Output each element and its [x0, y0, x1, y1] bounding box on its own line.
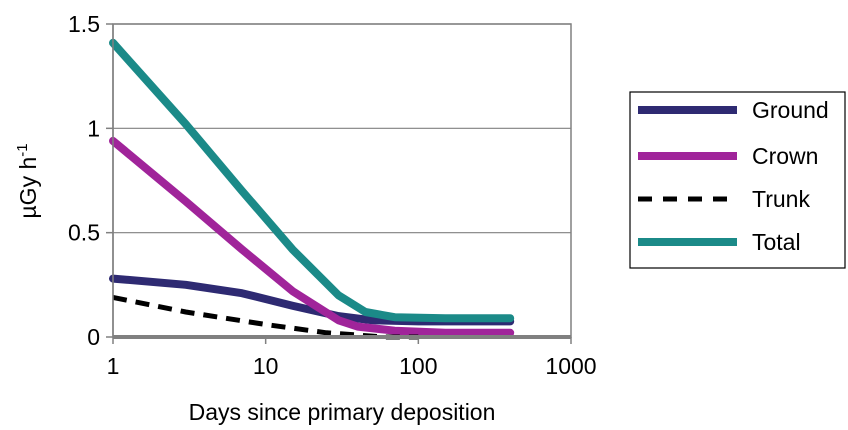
- y-axis-title-main: µGy h: [15, 157, 41, 219]
- tick-labels: 1 10 100 1000 0 0.5 1 1.5: [68, 11, 597, 379]
- y-tick-label-0-5: 0.5: [68, 220, 100, 246]
- x-tick-label-100: 100: [399, 353, 437, 379]
- axes: [112, 24, 571, 339]
- y-tick-label-1-5: 1.5: [68, 11, 100, 37]
- plot-area: [112, 23, 572, 338]
- x-tick-label-10: 10: [253, 353, 279, 379]
- legend-items: Ground Crown Trunk Total: [638, 97, 829, 255]
- y-axis-title: µGy h-1: [14, 143, 41, 218]
- legend-label-crown: Crown: [752, 143, 818, 169]
- legend: Ground Crown Trunk Total: [629, 91, 846, 269]
- legend-label-ground: Ground: [752, 97, 829, 123]
- y-tick-label-1: 1: [87, 115, 100, 141]
- y-tick-label-0: 0: [87, 324, 100, 350]
- legend-label-trunk: Trunk: [752, 186, 810, 212]
- series-line-crown: [109, 136, 515, 337]
- x-axis-title: Days since primary deposition: [189, 399, 496, 425]
- y-axis-title-superscript: -1: [14, 143, 31, 156]
- x-tick-label-1: 1: [107, 353, 120, 379]
- series-line-total: [109, 38, 515, 323]
- x-tick-label-1000: 1000: [545, 353, 596, 379]
- legend-label-total: Total: [752, 229, 801, 255]
